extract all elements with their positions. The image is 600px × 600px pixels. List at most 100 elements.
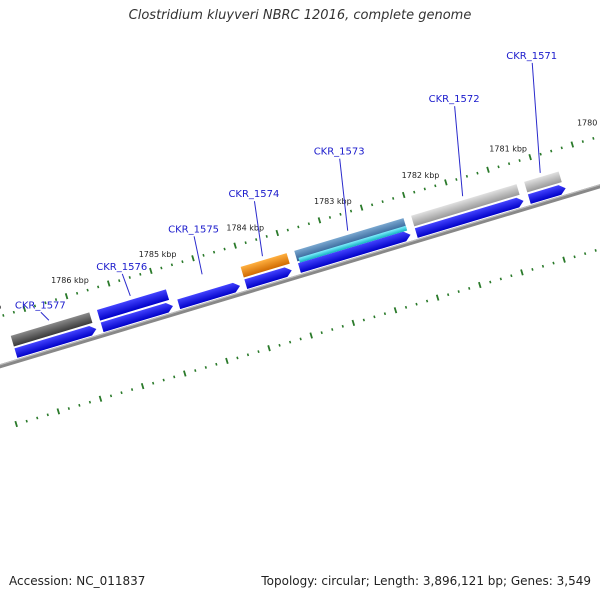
gc-tick: [370, 203, 374, 207]
gene-ckr1571-feature[interactable]: [524, 171, 562, 193]
genome-title: Clostridium kluyveri NBRC 12016, complet…: [128, 8, 472, 23]
tick-label: 1784 kbp: [226, 223, 264, 232]
gc-tick: [434, 184, 437, 188]
gene-label-ckr1574[interactable]: CKR_1574: [228, 189, 279, 200]
gc-tick: [130, 388, 134, 391]
gc-tick: [539, 152, 542, 156]
gene-label-ckr1571[interactable]: CKR_1571: [506, 51, 557, 62]
gc-tick: [128, 276, 131, 279]
gc-tick: [204, 365, 207, 369]
gc-tick: [307, 222, 311, 226]
gc-tick: [478, 281, 482, 289]
genome-summary: Topology: circular; Length: 3,896,121 bp…: [261, 574, 591, 588]
gc-tick: [75, 291, 79, 295]
gc-tick: [54, 298, 58, 302]
gc-tick: [570, 141, 575, 148]
gc-tick: [88, 400, 92, 404]
gc-tick: [120, 391, 123, 395]
gc-tick: [56, 408, 61, 415]
tick-label: 1785 kbp: [139, 250, 177, 259]
gc-tick: [423, 187, 426, 191]
gc-tick: [173, 375, 176, 379]
gene-ckr1573-feature[interactable]: [294, 218, 407, 262]
gc-tick: [393, 307, 398, 314]
gc-tick: [349, 209, 353, 213]
gc-tick: [499, 277, 502, 281]
gene-leader-line: [531, 62, 541, 173]
gc-tick: [246, 353, 250, 357]
gc-tick: [562, 256, 566, 263]
gc-tick: [447, 293, 450, 297]
gc-tick: [162, 378, 165, 382]
tick-label: 1783 kbp: [314, 197, 352, 206]
gc-tick: [275, 229, 280, 237]
gc-tick: [109, 394, 113, 398]
gc-tick: [118, 279, 121, 283]
tick-label: 1782 kbp: [402, 171, 440, 180]
gc-tick: [351, 319, 356, 327]
gene-label-ckr1576[interactable]: CKR_1576: [96, 262, 147, 273]
gc-tick: [317, 217, 322, 224]
gc-tick: [392, 197, 395, 200]
gc-tick: [33, 304, 37, 308]
gc-tick: [383, 312, 387, 316]
cds-arrow-ckr1571[interactable]: [527, 183, 567, 204]
gene-ckr1577-feature[interactable]: [10, 312, 93, 347]
gc-tick: [435, 294, 440, 301]
gc-tick: [520, 269, 524, 276]
tick-label: 1787 kbp: [0, 302, 1, 311]
gc-track-inner: [14, 249, 597, 428]
gene-label-ckr1572[interactable]: CKR_1572: [429, 94, 480, 105]
gene-ckr1574-feature[interactable]: [240, 253, 290, 278]
gene-label-ckr1577[interactable]: CKR_1577: [15, 300, 66, 311]
gc-tick: [359, 204, 364, 211]
gc-tick: [528, 153, 532, 161]
cds-arrow-ckr1573[interactable]: [297, 230, 412, 273]
accession-label: Accession: NC_011837: [9, 574, 146, 588]
gc-tick: [106, 280, 111, 287]
gene-leader-line: [193, 236, 203, 275]
gene-leader-line: [339, 158, 349, 231]
gene-ckr1572-feature[interactable]: [411, 184, 520, 227]
gc-tick: [22, 305, 27, 312]
cds-arrow-ckr1574[interactable]: [244, 266, 293, 289]
gc-tick: [97, 285, 100, 289]
gc-tick: [339, 212, 342, 216]
gc-tick: [297, 225, 300, 229]
gc-tick: [67, 407, 70, 410]
gc-tick: [425, 299, 429, 303]
gene-leader-line: [40, 311, 50, 321]
cds-arrow-ckr1575[interactable]: [177, 281, 241, 310]
cds-arrow-ckr1572[interactable]: [414, 196, 525, 238]
gc-tick: [44, 301, 47, 305]
gene-leader-line: [454, 106, 464, 197]
gc-tick: [152, 381, 155, 385]
cds-arrow-ckr1576[interactable]: [100, 301, 175, 333]
gc-tick: [225, 357, 229, 364]
gene-label-ckr1575[interactable]: CKR_1575: [168, 224, 219, 235]
gc-tick: [531, 268, 534, 271]
gc-tick: [341, 324, 344, 328]
gc-tick: [139, 272, 142, 276]
gc-tick: [455, 178, 458, 181]
gc-tick: [309, 332, 313, 339]
gc-tick: [328, 215, 332, 219]
gene-label-ckr1573[interactable]: CKR_1573: [314, 147, 365, 158]
gc-tick: [233, 242, 237, 249]
gene-leader-line: [253, 201, 263, 257]
gc-tick: [181, 260, 184, 264]
gc-tick: [202, 253, 205, 257]
gc-tick: [286, 228, 289, 232]
tick-label: 1786 kbp: [51, 276, 89, 285]
gc-tick: [64, 293, 69, 300]
gc-tick: [149, 267, 153, 275]
tick-label: 1781 kbp: [489, 145, 527, 154]
cds-arrow-ckr1577[interactable]: [14, 324, 97, 358]
gc-tick: [507, 162, 511, 166]
gene-ckr1576-feature[interactable]: [96, 289, 170, 321]
gene-ckr1573-subfeature[interactable]: [298, 225, 408, 263]
gc-tick: [14, 420, 18, 428]
gc-tick: [170, 263, 174, 267]
gc-tick: [215, 362, 218, 366]
gc-tick: [36, 416, 39, 420]
